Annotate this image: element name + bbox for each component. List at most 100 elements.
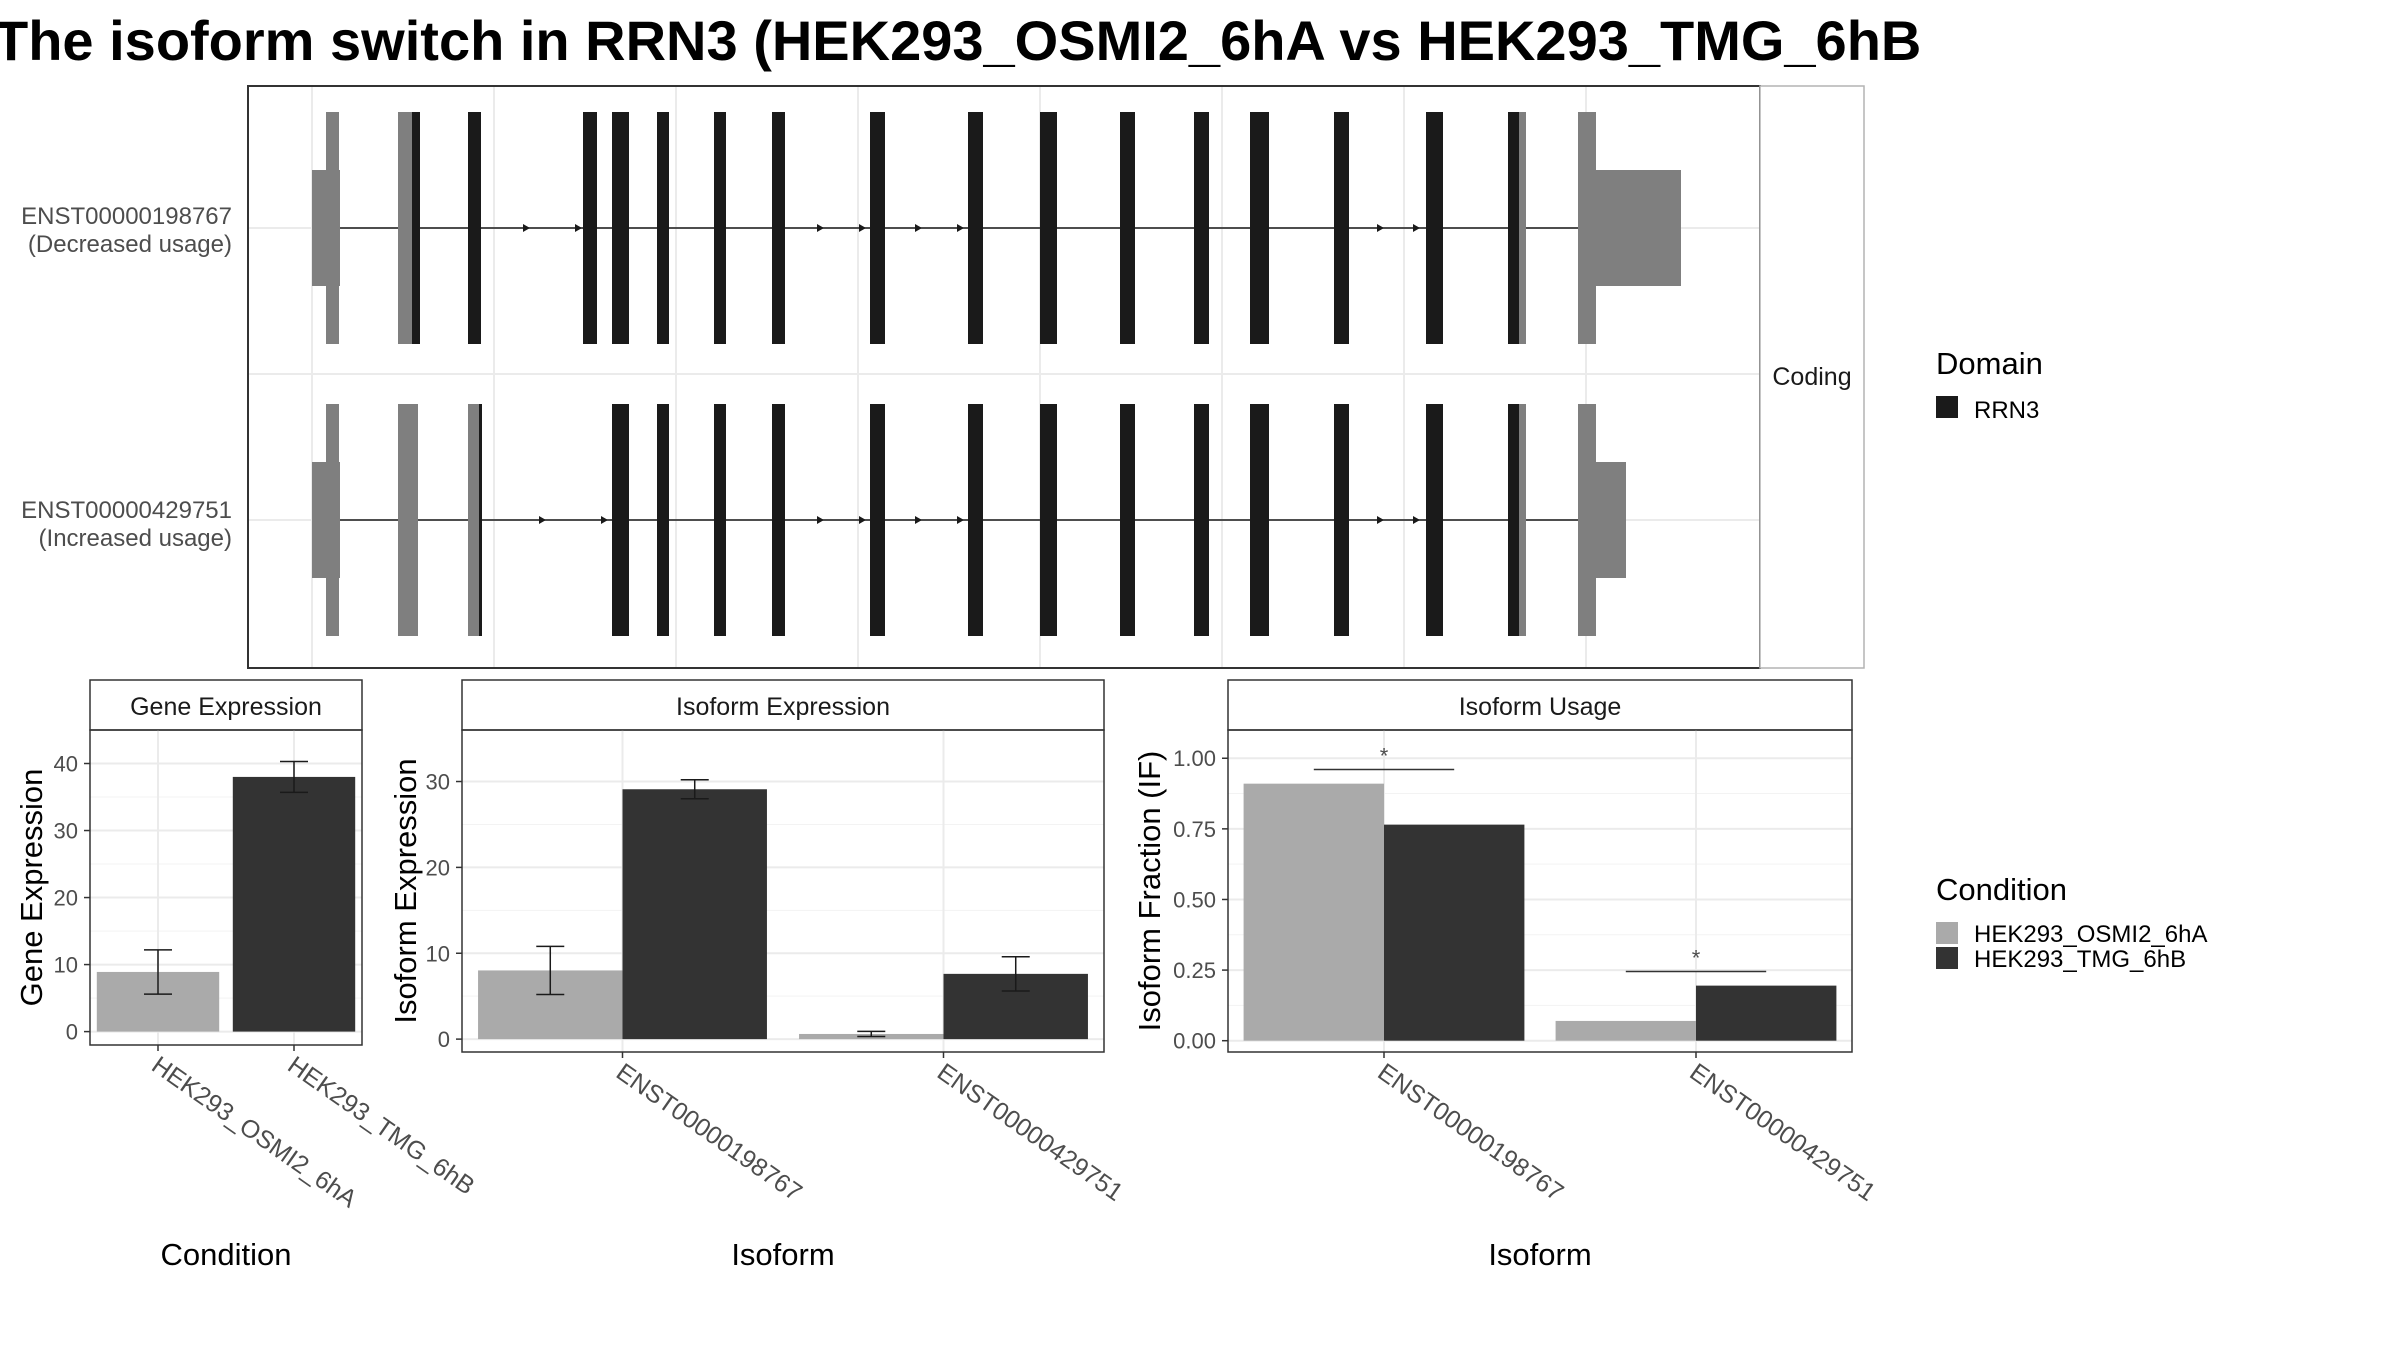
condition-legend-label-b: HEK293_TMG_6hB bbox=[1974, 946, 2186, 973]
facet-strip-label: Coding bbox=[1772, 363, 1851, 391]
transcript-label-2-usage: (Increased usage) bbox=[39, 525, 232, 552]
error-bar bbox=[536, 945, 565, 996]
condition-legend: Condition HEK293_OSMI2_6hA HEK293_TMG_6h… bbox=[1936, 872, 2207, 973]
coding-exon bbox=[968, 112, 983, 344]
coding-exon bbox=[1040, 112, 1057, 344]
strand-arrow bbox=[601, 516, 608, 524]
bar bbox=[1696, 985, 1837, 1041]
isoform-usage-chart: Isoform Usage * * 0.00 0.25 0.50 0.75 1.00 ENST0… bbox=[1132, 679, 1881, 1272]
coding-exon bbox=[583, 112, 597, 344]
coding-exon bbox=[1334, 404, 1349, 636]
panel-frame bbox=[461, 729, 1105, 1053]
panel-frame bbox=[89, 729, 363, 1046]
panel-strip bbox=[1227, 679, 1853, 731]
y-tick-label: 0.25 bbox=[1173, 958, 1216, 983]
coding-exon bbox=[870, 404, 885, 636]
coding-exon bbox=[1334, 112, 1349, 344]
strand-arrow bbox=[957, 224, 964, 232]
strand-arrow bbox=[1413, 516, 1420, 524]
transcript-structure-panel: Coding ENST00000198767 (Decreased usage)… bbox=[21, 85, 1865, 669]
bar bbox=[232, 776, 356, 1032]
transcript-tracks bbox=[312, 112, 1681, 636]
coding-exon bbox=[612, 404, 629, 636]
bar bbox=[1243, 783, 1384, 1041]
figure-title: The isoform switch in RRN3 (HEK293_OSMI2… bbox=[0, 9, 1921, 72]
transcript-label-1-id: ENST00000198767 bbox=[21, 203, 232, 230]
error-bar bbox=[280, 760, 308, 794]
domain-legend: Domain RRN3 bbox=[1936, 346, 2043, 424]
isoform-expression-chart: Isoform Expression 0 10 20 30 ENST00000198767… bbox=[388, 679, 1128, 1272]
x-axis-title: Isoform bbox=[1488, 1237, 1591, 1272]
utr-exon bbox=[1519, 112, 1526, 344]
transcript-track-2 bbox=[312, 404, 1626, 636]
bar bbox=[622, 789, 767, 1040]
utr-exon bbox=[1578, 112, 1596, 344]
coding-exon bbox=[772, 404, 785, 636]
condition-legend-title: Condition bbox=[1936, 872, 2067, 907]
error-bar bbox=[857, 1030, 886, 1038]
strand-arrow bbox=[957, 516, 964, 524]
y-tick-label: 10 bbox=[54, 953, 78, 978]
coding-exon bbox=[1194, 404, 1209, 636]
transcript-label-2-id: ENST00000429751 bbox=[21, 497, 232, 524]
coding-exon bbox=[1426, 404, 1443, 636]
x-tick-label: ENST00000198767 bbox=[611, 1058, 807, 1207]
y-tick-label: 1.00 bbox=[1173, 746, 1216, 771]
y-tick-label: 30 bbox=[54, 819, 78, 844]
coding-exon bbox=[612, 112, 629, 344]
error-bar bbox=[144, 949, 172, 995]
x-axis-title: Condition bbox=[161, 1237, 292, 1272]
y-axis-title: Isoform Fraction (IF) bbox=[1132, 751, 1167, 1032]
utr-exon bbox=[1596, 462, 1626, 578]
bar bbox=[1555, 1020, 1696, 1041]
facet-strip-box bbox=[1759, 85, 1865, 669]
coding-exon bbox=[657, 112, 669, 344]
error-bar bbox=[1001, 955, 1030, 992]
strand-arrow bbox=[1413, 224, 1420, 232]
coding-exon bbox=[1120, 404, 1135, 636]
y-tick-label: 20 bbox=[426, 855, 450, 880]
y-axis-title: Gene Expression bbox=[14, 769, 49, 1007]
y-tick-label: 20 bbox=[54, 886, 78, 911]
domain-legend-title: Domain bbox=[1936, 346, 2043, 381]
coding-exon bbox=[412, 112, 420, 344]
utr-exon bbox=[398, 112, 412, 344]
strand-arrow bbox=[915, 224, 922, 232]
coding-exon bbox=[1250, 112, 1269, 344]
x-tick-label: ENST00000429751 bbox=[1685, 1058, 1881, 1207]
coding-exon bbox=[1120, 112, 1135, 344]
strand-arrow bbox=[859, 224, 866, 232]
strand-arrow bbox=[817, 516, 824, 524]
y-tick-label: 40 bbox=[54, 752, 78, 777]
strand-arrow bbox=[539, 516, 546, 524]
utr-exon bbox=[468, 404, 479, 636]
x-tick-label: ENST00000198767 bbox=[1373, 1058, 1569, 1207]
transcript-track-1 bbox=[312, 112, 1681, 344]
transcript-label-1-usage: (Decreased usage) bbox=[28, 231, 232, 258]
strand-arrow bbox=[523, 224, 530, 232]
strand-arrow bbox=[1377, 516, 1384, 524]
coding-exon bbox=[968, 404, 983, 636]
significance-label: * bbox=[1692, 946, 1701, 971]
strand-arrow bbox=[915, 516, 922, 524]
x-tick-label: ENST00000429751 bbox=[932, 1058, 1128, 1207]
strand-arrow bbox=[817, 224, 824, 232]
panel-strip-label: Gene Expression bbox=[130, 693, 322, 721]
coding-exon bbox=[1426, 112, 1443, 344]
y-tick-label: 30 bbox=[426, 770, 450, 795]
coding-exon bbox=[1250, 404, 1269, 636]
coding-exon bbox=[1040, 404, 1057, 636]
coding-exon bbox=[1508, 112, 1519, 344]
y-tick-label: 0.50 bbox=[1173, 887, 1216, 912]
utr-exon bbox=[326, 404, 339, 636]
panel-strip-label: Isoform Expression bbox=[676, 693, 890, 721]
coding-exon bbox=[479, 404, 482, 636]
significance-label: * bbox=[1380, 744, 1389, 769]
utr-exon bbox=[398, 404, 418, 636]
strand-arrow bbox=[575, 224, 582, 232]
coding-exon bbox=[870, 112, 885, 344]
bar bbox=[1384, 824, 1525, 1041]
coding-exon bbox=[772, 112, 785, 344]
panel-strip bbox=[461, 679, 1105, 731]
